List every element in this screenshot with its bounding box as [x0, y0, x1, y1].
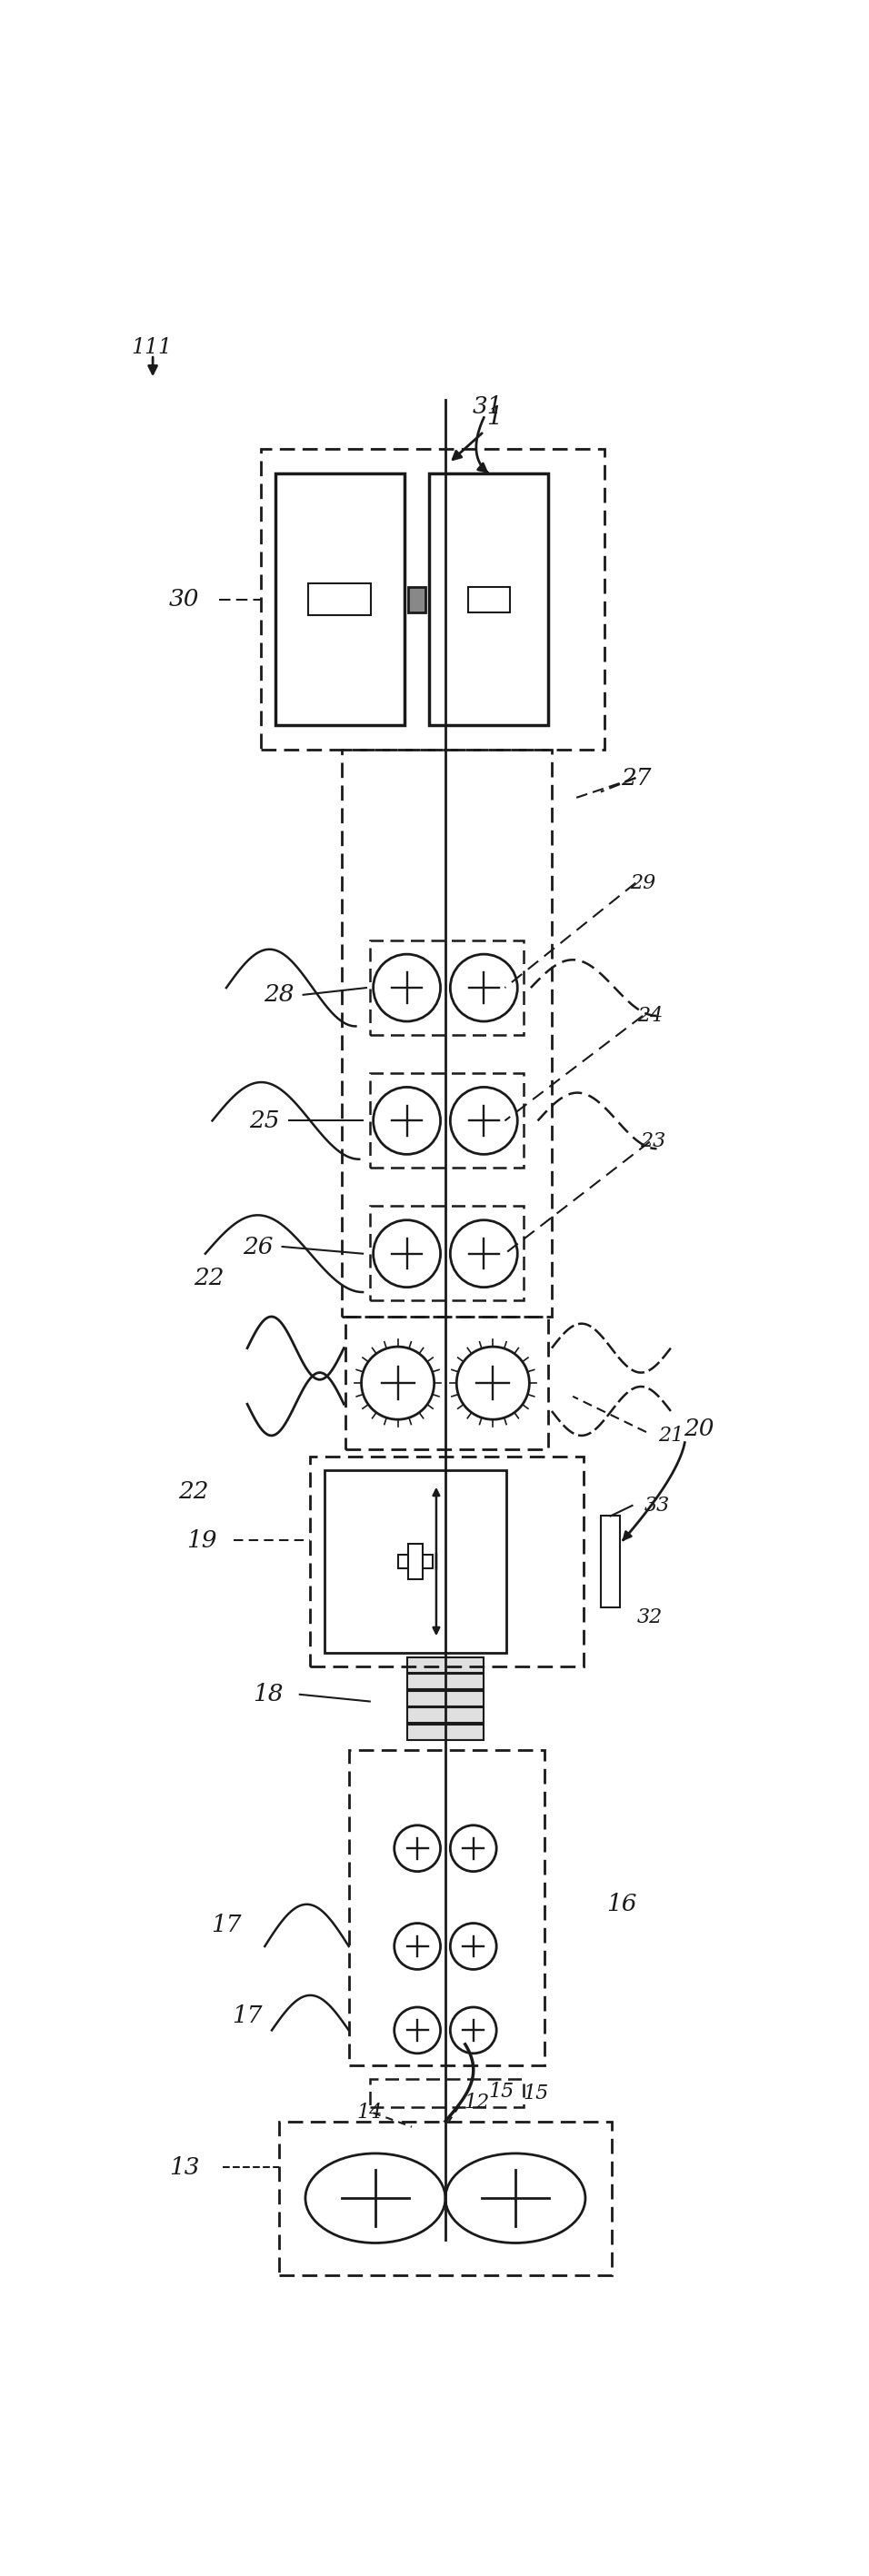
- Text: 17: 17: [211, 1914, 242, 1937]
- Bar: [324, 1471, 507, 1651]
- Bar: [370, 1206, 524, 1301]
- Text: 32: 32: [637, 1607, 662, 1628]
- Text: 1: 1: [487, 404, 502, 430]
- Text: 21: 21: [658, 1425, 684, 1445]
- Bar: [429, 474, 548, 726]
- Bar: [275, 474, 405, 726]
- Text: 33: 33: [644, 1497, 670, 1515]
- Text: 22: 22: [194, 1267, 224, 1291]
- Text: 22: 22: [178, 1481, 209, 1502]
- Text: 26: 26: [242, 1236, 273, 1257]
- Text: 27: 27: [620, 768, 651, 788]
- Bar: [407, 1674, 484, 1690]
- Bar: [348, 1752, 545, 2066]
- Bar: [310, 1455, 583, 1667]
- Text: 111: 111: [131, 337, 172, 358]
- Text: 18: 18: [253, 1682, 283, 1705]
- Text: 20: 20: [684, 1417, 714, 1440]
- Bar: [370, 940, 524, 1036]
- Bar: [407, 1708, 484, 1723]
- Text: 12: 12: [464, 2094, 490, 2112]
- Text: 14: 14: [357, 2102, 382, 2123]
- Text: 15: 15: [488, 2081, 514, 2102]
- Bar: [408, 1543, 422, 1579]
- Text: 30: 30: [169, 587, 200, 611]
- Bar: [600, 1517, 620, 1607]
- Bar: [342, 750, 552, 1316]
- Text: 15: 15: [523, 2084, 549, 2102]
- Bar: [262, 448, 604, 750]
- Text: 13: 13: [169, 2156, 200, 2179]
- Text: 17: 17: [232, 2004, 262, 2027]
- Text: 23: 23: [640, 1131, 666, 1151]
- Bar: [370, 1074, 524, 1167]
- Bar: [398, 1553, 433, 1569]
- Bar: [308, 582, 371, 616]
- Text: 28: 28: [263, 984, 294, 1007]
- Text: 25: 25: [249, 1110, 280, 1131]
- Bar: [408, 587, 426, 613]
- Bar: [407, 1690, 484, 1705]
- Text: 16: 16: [607, 1893, 637, 1917]
- Text: 29: 29: [630, 873, 655, 894]
- Text: 24: 24: [637, 1005, 662, 1025]
- Bar: [279, 2120, 612, 2275]
- Bar: [345, 1316, 548, 1450]
- Bar: [370, 2079, 524, 2107]
- Bar: [407, 1723, 484, 1739]
- Bar: [407, 1656, 484, 1672]
- Text: 19: 19: [187, 1530, 217, 1551]
- Text: 31: 31: [472, 397, 502, 417]
- Bar: [468, 587, 510, 613]
